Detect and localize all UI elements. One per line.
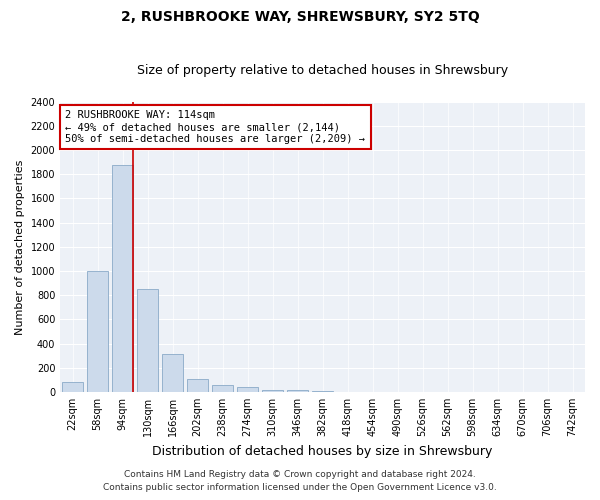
Bar [62,382,83,392]
X-axis label: Distribution of detached houses by size in Shrewsbury: Distribution of detached houses by size … [152,444,493,458]
Bar [137,289,158,392]
Bar [187,378,208,392]
Text: Contains HM Land Registry data © Crown copyright and database right 2024.
Contai: Contains HM Land Registry data © Crown c… [103,470,497,492]
Bar [287,390,308,392]
Text: 2 RUSHBROOKE WAY: 114sqm
← 49% of detached houses are smaller (2,144)
50% of sem: 2 RUSHBROOKE WAY: 114sqm ← 49% of detach… [65,110,365,144]
Bar [162,354,183,392]
Bar [262,390,283,392]
Text: 2, RUSHBROOKE WAY, SHREWSBURY, SY2 5TQ: 2, RUSHBROOKE WAY, SHREWSBURY, SY2 5TQ [121,10,479,24]
Bar [212,386,233,392]
Bar [112,164,133,392]
Title: Size of property relative to detached houses in Shrewsbury: Size of property relative to detached ho… [137,64,508,77]
Y-axis label: Number of detached properties: Number of detached properties [15,159,25,334]
Bar [87,271,108,392]
Bar [237,387,258,392]
